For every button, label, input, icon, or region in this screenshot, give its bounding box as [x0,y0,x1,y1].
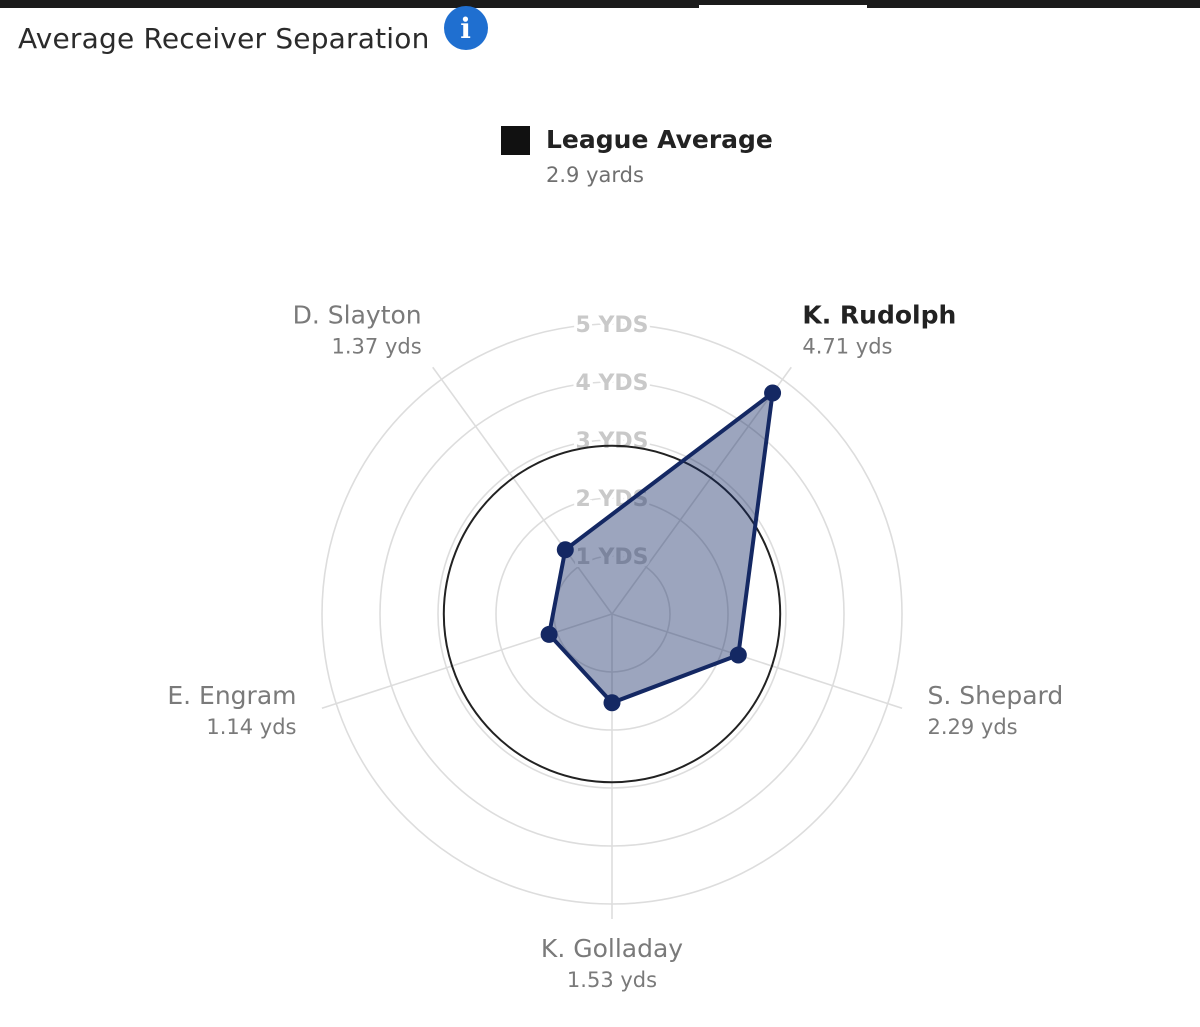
grid [321,323,903,919]
axis-spoke [611,366,792,615]
axis-labels: K. Rudolph 4.71 yds S. Shepard 2.29 yds K. G… [167,300,1063,992]
league-average-layer [442,444,782,784]
axis-label-d-slayton: D. Slayton [293,300,422,329]
legend-value: 2.9 yards [546,163,644,187]
axis-spoke [321,613,613,710]
legend-swatch [501,126,530,155]
axis-label-k-rudolph: K. Rudolph [802,300,956,329]
info-icon[interactable]: i [443,6,488,50]
ring-label: 2 YDS [575,487,648,512]
data-point-s-shepard[interactable] [729,646,747,664]
axis-value-k-rudolph: 4.71 yds [802,334,892,358]
ring-label: 4 YDS [575,371,648,396]
active-tab-indicator[interactable] [699,5,867,8]
data-point-e-engram[interactable] [540,625,558,643]
ring-labels: 1 YDS 2 YDS 3 YDS 4 YDS 5 YDS [572,310,651,573]
series-layer [540,384,782,712]
axis-value-s-shepard: 2.29 yds [927,715,1017,739]
data-point-d-slayton[interactable] [556,541,574,559]
axis-label-e-engram: E. Engram [167,681,296,710]
axis-label-s-shepard: S. Shepard [927,681,1063,710]
top-bar [0,0,1200,8]
axis-spoke [432,366,613,615]
data-point-k-golladay[interactable] [603,694,621,712]
axis-value-d-slayton: 1.37 yds [332,334,422,358]
chart-title: Average Receiver Separation [18,21,430,55]
axis-spoke [611,613,903,710]
legend: League Average 2.9 yards [501,125,773,187]
data-point-k-rudolph[interactable] [764,384,782,402]
ring-label: 3 YDS [575,429,648,454]
legend-label: League Average [546,125,773,154]
ring-label: 5 YDS [575,313,648,338]
axis-value-e-engram: 1.14 yds [206,715,296,739]
league-average-ring [442,444,782,784]
axis-label-k-golladay: K. Golladay [541,934,683,963]
axis-value-k-golladay: 1.53 yds [567,968,657,992]
ring-label: 1 YDS [575,545,648,570]
separation-area [547,390,775,705]
chart-header: Average Receiver Separation i [18,6,488,60]
